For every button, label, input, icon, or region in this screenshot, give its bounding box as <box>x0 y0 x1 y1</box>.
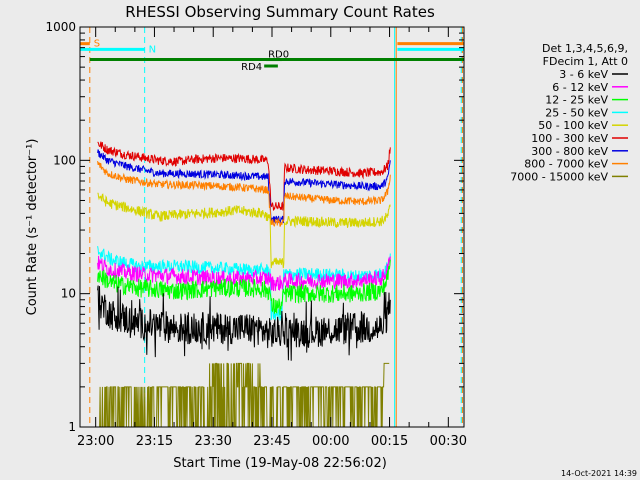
series-3-6-kev <box>97 285 391 361</box>
legend-label-6-12-kev: 6 - 12 keV <box>552 81 608 94</box>
legend-header-decimation: FDecim 1, Att 0 <box>543 55 628 68</box>
x-tick-label-1: 23:15 <box>136 434 173 449</box>
plot-area: S N RD0 RD4 <box>79 27 464 428</box>
legend-header-detectors: Det 1,3,4,5,6,9, <box>542 42 628 55</box>
y-tick-label-3: 1000 <box>45 20 76 34</box>
chart-title: RHESSI Observing Summary Count Rates <box>125 3 435 21</box>
series-12-25-kev <box>97 259 391 315</box>
status-label-rd4: RD4 <box>241 62 262 73</box>
legend-label-50-100-kev: 50 - 100 keV <box>538 119 608 132</box>
y-tick-label-2: 100 <box>53 153 76 167</box>
y-tick-label-1: 10 <box>61 287 76 301</box>
x-tick-label-4: 00:00 <box>312 434 349 449</box>
y-tick-label-0: 1 <box>68 420 76 434</box>
x-tick-label-0: 23:00 <box>77 434 114 449</box>
footer-timestamp: 14-Oct-2021 14:39 <box>561 469 637 478</box>
status-label-rd0: RD0 <box>268 50 289 61</box>
series-300-800-kev <box>97 149 391 225</box>
legend-label-7000-15000-kev: 7000 - 15000 keV <box>510 170 608 183</box>
y-axis-label: Count Rate (s⁻¹ detector⁻¹) <box>25 139 40 316</box>
axis-ticks: 1 10 100 1000 23:00 23:15 23:30 23:45 00:00 00:15… <box>45 20 467 449</box>
x-tick-label-5: 00:15 <box>371 434 408 449</box>
legend-label-300-800-kev: 300 - 800 keV <box>531 145 608 158</box>
x-tick-label-2: 23:30 <box>194 434 231 449</box>
status-label-s: S <box>94 39 100 50</box>
legend-label-800-7000-kev: 800 - 7000 keV <box>524 158 608 171</box>
status-label-n: N <box>149 44 156 55</box>
series-50-100-kev <box>97 192 391 269</box>
x-tick-label-6: 00:30 <box>430 434 467 449</box>
legend-label-3-6-kev: 3 - 6 keV <box>559 68 608 81</box>
legend-label-25-50-kev: 25 - 50 keV <box>545 106 608 119</box>
legend-label-12-25-kev: 12 - 25 keV <box>545 94 608 107</box>
series-100-300-kev <box>97 141 391 211</box>
legend-label-100-300-kev: 100 - 300 keV <box>531 132 608 145</box>
x-tick-label-3: 23:45 <box>253 434 290 449</box>
series-800-7000-kev <box>97 160 391 227</box>
legend: Det 1,3,4,5,6,9, FDecim 1, Att 0 3 - 6 k… <box>510 42 628 183</box>
x-axis-label: Start Time (19-May-08 22:56:02) <box>173 456 387 471</box>
